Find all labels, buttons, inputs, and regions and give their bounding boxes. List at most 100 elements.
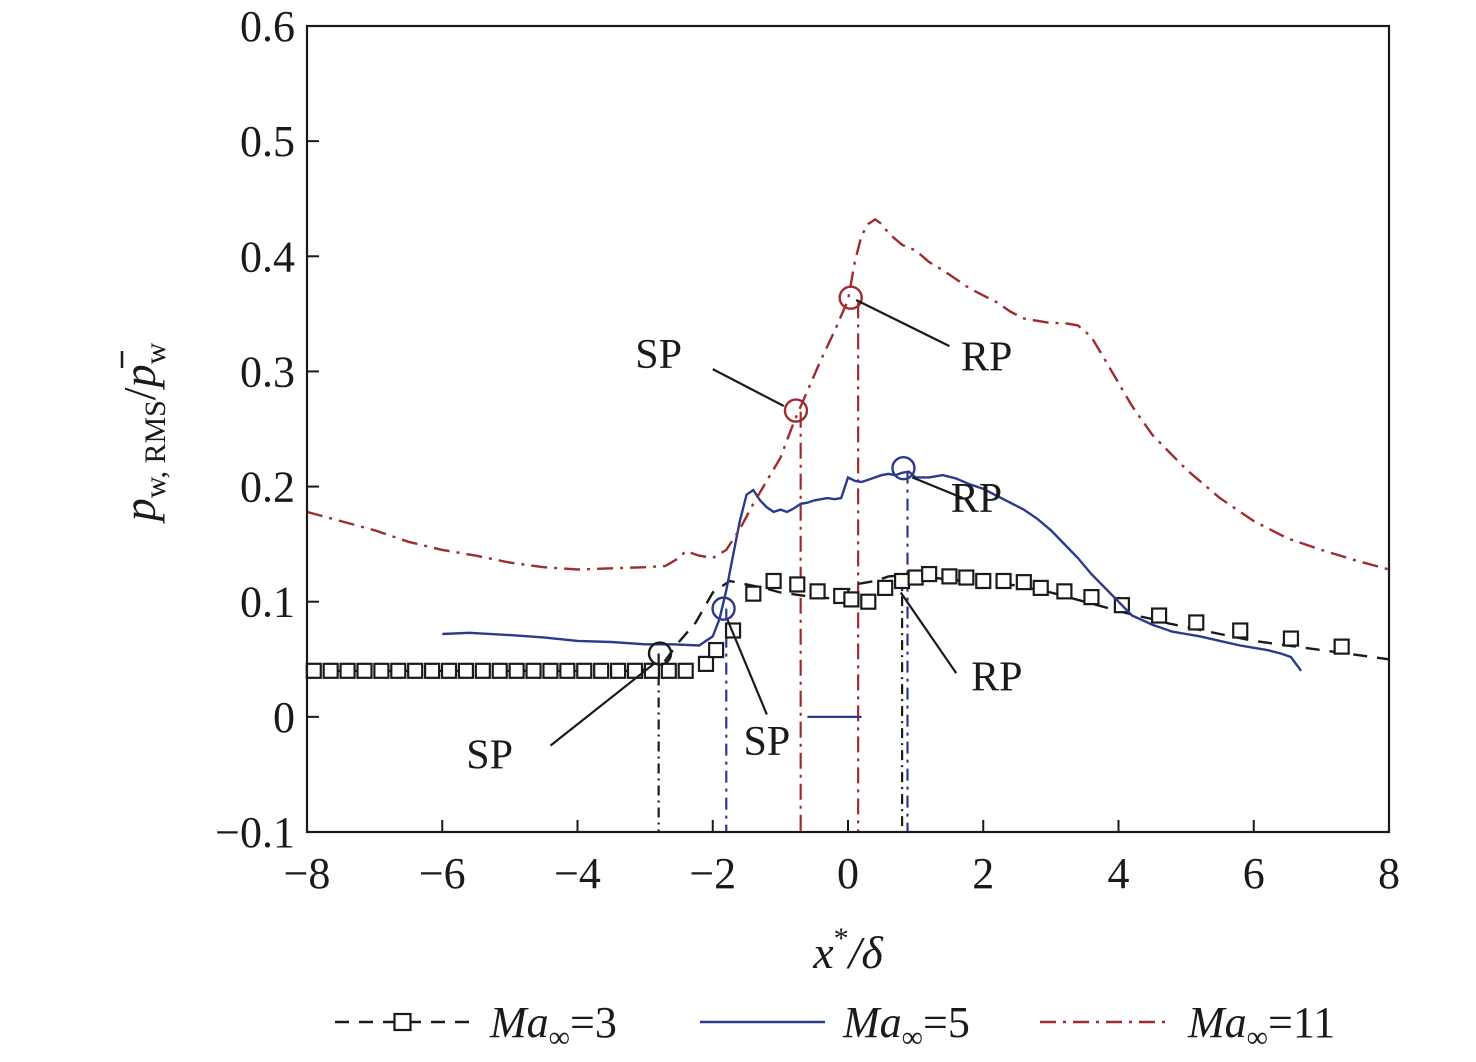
series-marker-0-35 [907,569,924,586]
point-circle-2 [891,455,916,481]
series-marker-0-6 [407,662,424,679]
x-axis-label: x*/δ [812,922,883,978]
annotation-label-2: RP [971,654,1022,700]
legend-marker-0 [393,1012,412,1032]
y-tick-label-4: 0.3 [240,347,295,396]
y-axis-label-pbar: p [114,364,165,390]
point-circle-3 [783,398,809,423]
x-tick-label-4: 0 [837,849,859,898]
series-marker-0-33 [877,579,894,596]
x-axis-label-sup: * [834,922,849,955]
series-marker-0-44 [1083,589,1100,606]
legend-label-sub-1: ∞ [902,1021,923,1054]
series-marker-0-16 [576,662,593,679]
y-axis-label: pw, RMS/pw [114,342,172,524]
x-tick-label-3: −2 [689,849,736,898]
series-marker-0-39 [975,572,992,590]
series-marker-0-40 [995,572,1012,590]
legend-label-0: Ma∞=3 [489,998,617,1054]
x-axis-label-rest: /δ [846,927,884,978]
series-marker-0-28 [789,576,806,593]
y-axis-label-sub2: w [139,342,172,364]
y-tick-label-6: 0.5 [240,117,295,166]
series-marker-0-27 [765,572,782,590]
series-marker-0-34 [893,572,911,590]
y-tick-label-0: −0.1 [215,808,295,857]
series-marker-0-18 [609,662,627,679]
series-line-2 [306,217,1390,571]
series-marker-0-7 [424,662,441,679]
series-marker-0-26 [745,585,762,602]
series-marker-0-29 [809,583,826,600]
legend-label-main-2: Ma [1187,998,1247,1047]
x-tick-label-1: −6 [419,849,466,898]
x-tick-label-5: 2 [972,849,994,898]
legend-label-1: Ma∞=5 [842,998,970,1054]
svg-text:x*/δ: x*/δ [812,922,883,978]
legend-label-rest-1: =5 [923,998,970,1047]
series-marker-0-31 [843,591,860,608]
x-tick-label-8: 8 [1378,849,1400,898]
annotation-label-1: SP [743,719,790,765]
series-marker-0-46 [1150,607,1168,624]
legend-label-rest-0: =3 [570,998,617,1047]
tick-layer: −8 −6 −4 −2 0 2 4 6 8 −0.1 0 0.1 0.2 0.3 0.4 0.5 0.6 [215,2,1400,898]
series-marker-0-38 [958,569,975,586]
series-marker-0-32 [860,593,877,610]
plot-area: SP SP RP RP SP RP [305,217,1390,832]
series-marker-0-17 [593,662,610,679]
legend-label-sub-0: ∞ [549,1021,570,1054]
series-marker-0-13 [525,662,542,679]
series-marker-0-21 [660,662,677,679]
series-marker-0-8 [440,662,458,679]
annotation-leader-5 [855,299,950,348]
series-marker-0-22 [677,662,694,679]
series-marker-0-24 [708,641,725,659]
svg-text:pw, RMS/pw: pw, RMS/pw [114,342,172,524]
annotation-label-5: RP [961,334,1012,380]
annotation-label-4: SP [635,332,682,378]
y-axis-label-slash: / [114,387,165,400]
point-circle-4 [838,285,863,310]
legend-label-main-0: Ma [489,998,549,1047]
legend-label-2: Ma∞=11 [1187,998,1335,1054]
legend: Ma∞=3 Ma∞=5 Ma∞=11 [335,998,1335,1054]
annotation-label-0: SP [466,733,513,779]
series-marker-0-9 [457,662,475,679]
series-marker-0-36 [921,565,938,583]
annotation-leader-0 [549,661,656,747]
series-marker-0-14 [542,662,559,679]
legend-label-sub-2: ∞ [1247,1021,1268,1054]
point-circle-1 [711,596,736,621]
y-tick-label-7: 0.6 [240,2,295,51]
series-marker-0-15 [559,662,576,679]
point-circle-0 [647,641,673,666]
series-marker-0-47 [1188,614,1205,631]
y-tick-label-1: 0 [273,693,295,742]
series-marker-0-37 [941,568,958,585]
y-tick-label-3: 0.2 [240,463,295,512]
x-axis-label-x: x [812,927,834,978]
series-marker-0-10 [474,662,491,679]
x-tick-label-2: −4 [554,849,601,898]
annotation-leader-2 [899,591,958,674]
series-marker-0-48 [1232,622,1249,639]
series-marker-0-2 [339,662,356,679]
x-tick-label-7: 6 [1243,849,1265,898]
series-marker-0-50 [1333,638,1350,655]
series-marker-0-41 [1015,574,1032,591]
series-marker-0-12 [508,662,525,679]
series-marker-0-1 [322,662,339,679]
annotation-leader-4 [712,368,785,407]
y-axis-label-sub: w, RMS [139,400,172,498]
series-marker-0-42 [1032,579,1049,596]
series-marker-0-23 [697,655,715,672]
series-line-1 [442,470,1303,672]
series-marker-0-4 [373,662,390,679]
series-marker-0-3 [356,662,373,679]
series-marker-0-11 [491,662,508,679]
y-axis-label-p: p [114,498,165,524]
y-tick-label-5: 0.4 [240,232,295,281]
legend-label-main-1: Ma [842,998,902,1047]
